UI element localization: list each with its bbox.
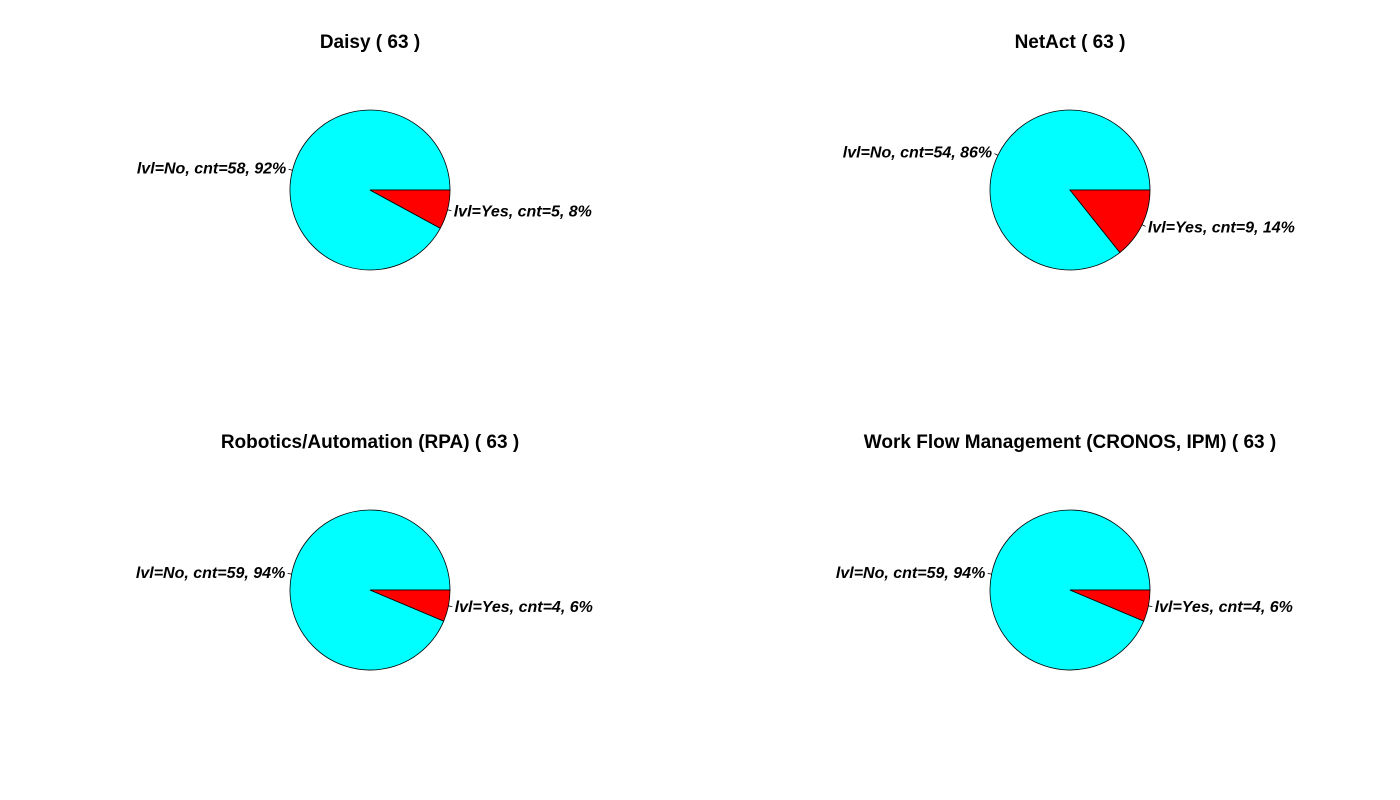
- chart-title: Robotics/Automation (RPA) ( 63 ): [221, 432, 519, 453]
- leader-line-yes: [447, 209, 452, 212]
- slice-label-yes: lvl=Yes, cnt=4, 6%: [1155, 599, 1293, 616]
- chart-title: Work Flow Management (CRONOS, IPM) ( 63 …: [864, 432, 1276, 453]
- slice-label-no: lvl=No, cnt=54, 86%: [843, 145, 992, 162]
- pie-chart-4: Work Flow Management (CRONOS, IPM) ( 63 …: [836, 432, 1293, 671]
- slice-label-yes: lvl=Yes, cnt=9, 14%: [1148, 219, 1295, 236]
- leader-line-no: [287, 572, 292, 575]
- chart-title: NetAct ( 63 ): [1015, 32, 1126, 53]
- slice-label-no: lvl=No, cnt=59, 94%: [136, 565, 285, 582]
- leader-line-no: [994, 153, 999, 156]
- chart-title: Daisy ( 63 ): [320, 32, 420, 53]
- leader-line-yes: [448, 605, 453, 608]
- slice-label-no: lvl=No, cnt=58, 92%: [137, 161, 286, 178]
- pie-chart-3: Robotics/Automation (RPA) ( 63 ) lvl=No, …: [136, 432, 593, 671]
- leader-line-yes: [1141, 224, 1146, 227]
- pie-slice-yes: [369, 589, 451, 622]
- leader-line-no: [288, 168, 293, 171]
- slice-label-yes: lvl=Yes, cnt=4, 6%: [455, 599, 593, 616]
- leader-line-yes: [1148, 605, 1153, 608]
- slice-label-yes: lvl=Yes, cnt=5, 8%: [454, 203, 592, 220]
- slice-label-no: lvl=No, cnt=59, 94%: [836, 565, 985, 582]
- pie-chart-1: Daisy ( 63 ) lvl=No, cnt=58, 92% lvl=Yes, …: [137, 32, 592, 271]
- pie-chart-2: NetAct ( 63 ) lvl=No, cnt=54, 86% lvl=Yes,…: [843, 32, 1295, 271]
- pie-slice-yes: [1069, 589, 1151, 622]
- leader-line-no: [987, 572, 992, 575]
